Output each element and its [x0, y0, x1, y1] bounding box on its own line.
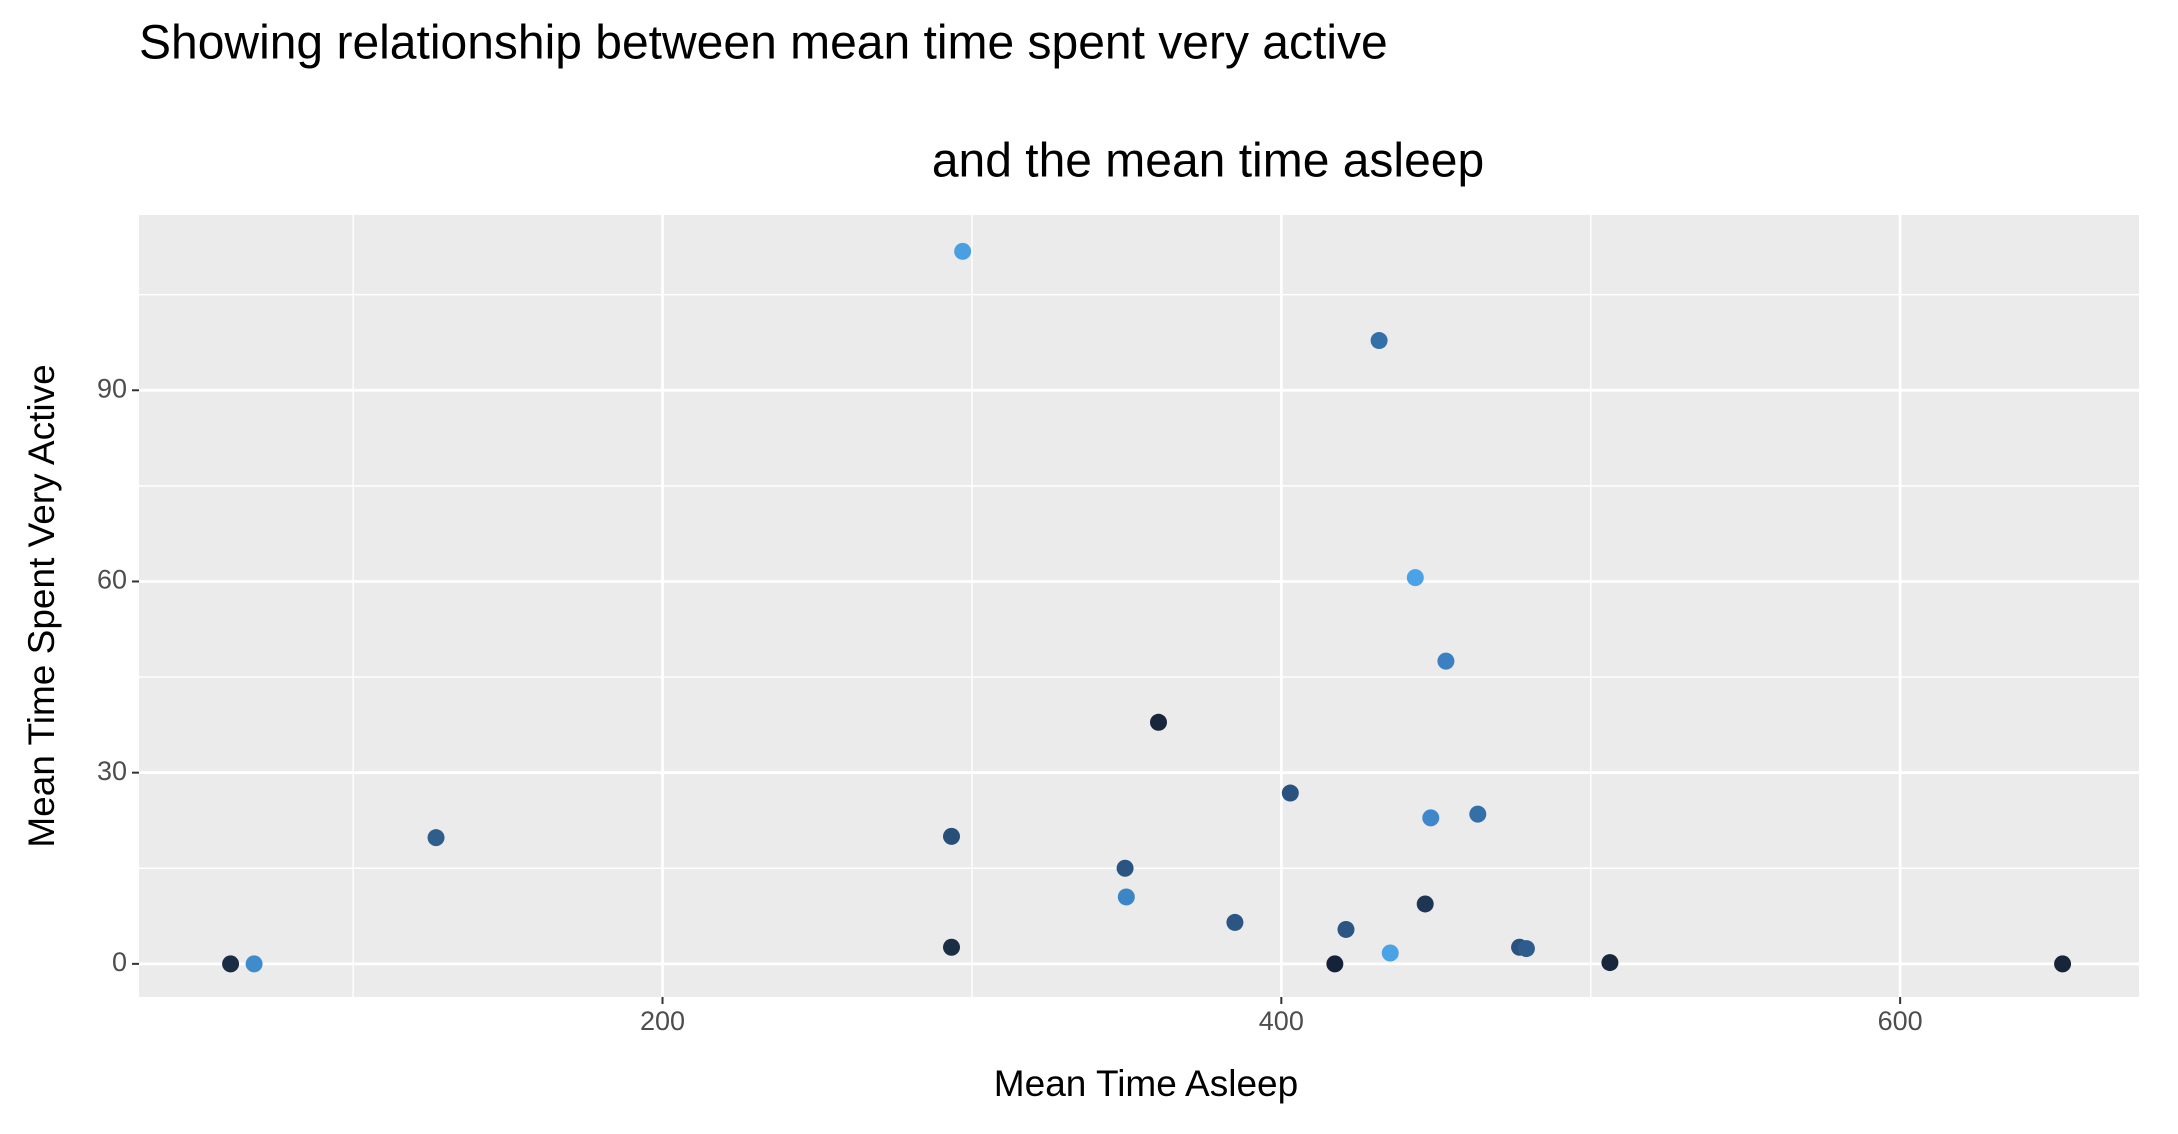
point [1370, 332, 1388, 350]
point [245, 955, 263, 973]
chart-subtitle: and the mean time asleep [932, 135, 1484, 188]
points [222, 242, 2072, 973]
point [222, 955, 240, 973]
panel [139, 215, 2139, 997]
y-tick-label: 60 [97, 565, 127, 595]
point [1416, 895, 1434, 913]
y-tick-label: 30 [97, 756, 127, 786]
point [1281, 784, 1299, 802]
point [1437, 652, 1455, 670]
point [943, 827, 960, 845]
point [1381, 944, 1399, 962]
point [1469, 805, 1487, 823]
point [1406, 569, 1424, 587]
point [1337, 920, 1355, 938]
point [1117, 888, 1135, 906]
point [1517, 940, 1535, 958]
point [1601, 954, 1619, 972]
point [1326, 955, 1344, 973]
point [1149, 713, 1167, 731]
point [1116, 859, 1134, 877]
grid [139, 215, 2139, 997]
x-tick-label: 600 [1878, 1006, 1923, 1036]
chart-title: Showing relationship between mean time s… [139, 17, 1388, 70]
point [943, 938, 960, 956]
y-tick-label: 0 [112, 947, 127, 977]
point [2054, 955, 2072, 973]
x-axis-label: Mean Time Asleep [994, 1063, 1298, 1104]
point [1226, 913, 1244, 931]
point [427, 829, 445, 847]
point [1422, 809, 1440, 827]
y-tick-label: 90 [97, 373, 127, 403]
x-tick-label: 200 [640, 1006, 685, 1036]
x-tick-label: 400 [1259, 1006, 1304, 1036]
y-axis-label: Mean Time Spent Very Active [21, 364, 62, 847]
point [954, 242, 972, 260]
